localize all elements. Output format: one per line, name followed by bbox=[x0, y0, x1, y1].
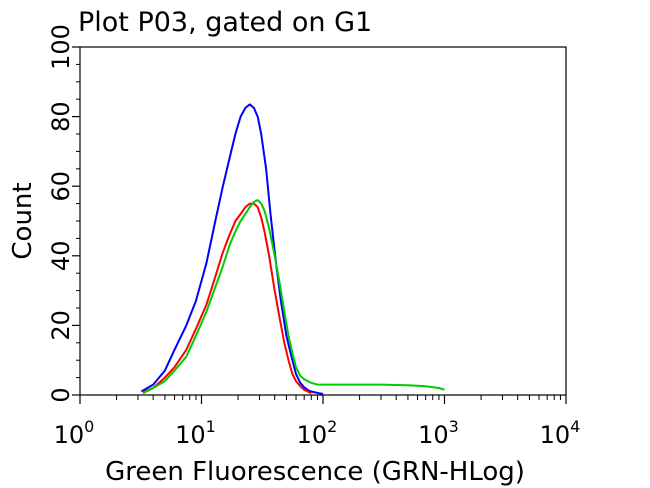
y-tick-label: 80 bbox=[47, 101, 75, 132]
x-tick-label: 102 bbox=[297, 417, 338, 449]
y-axis-label: Count bbox=[8, 182, 38, 259]
series-line-1 bbox=[140, 103, 324, 395]
y-tick-label: 20 bbox=[47, 310, 75, 341]
series-line-2 bbox=[142, 202, 312, 395]
y-tick-label: 0 bbox=[47, 387, 75, 402]
x-axis: 100 101 102 103 104 bbox=[54, 395, 581, 449]
x-tick-label: 103 bbox=[418, 417, 459, 449]
x-tick-label: 100 bbox=[54, 417, 95, 449]
x-tick-label: 104 bbox=[540, 417, 581, 449]
y-axis: 0 20 40 60 80 100 bbox=[47, 24, 80, 403]
series-layer bbox=[140, 103, 445, 395]
y-tick-label: 40 bbox=[47, 241, 75, 272]
x-tick-label: 101 bbox=[175, 417, 216, 449]
series-line-3 bbox=[142, 199, 445, 395]
chart-title: Plot P03, gated on G1 bbox=[78, 7, 372, 38]
y-tick-label: 60 bbox=[47, 171, 75, 202]
y-tick-label: 100 bbox=[47, 24, 75, 70]
x-axis-label: Green Fluorescence (GRN-HLog) bbox=[105, 457, 525, 487]
